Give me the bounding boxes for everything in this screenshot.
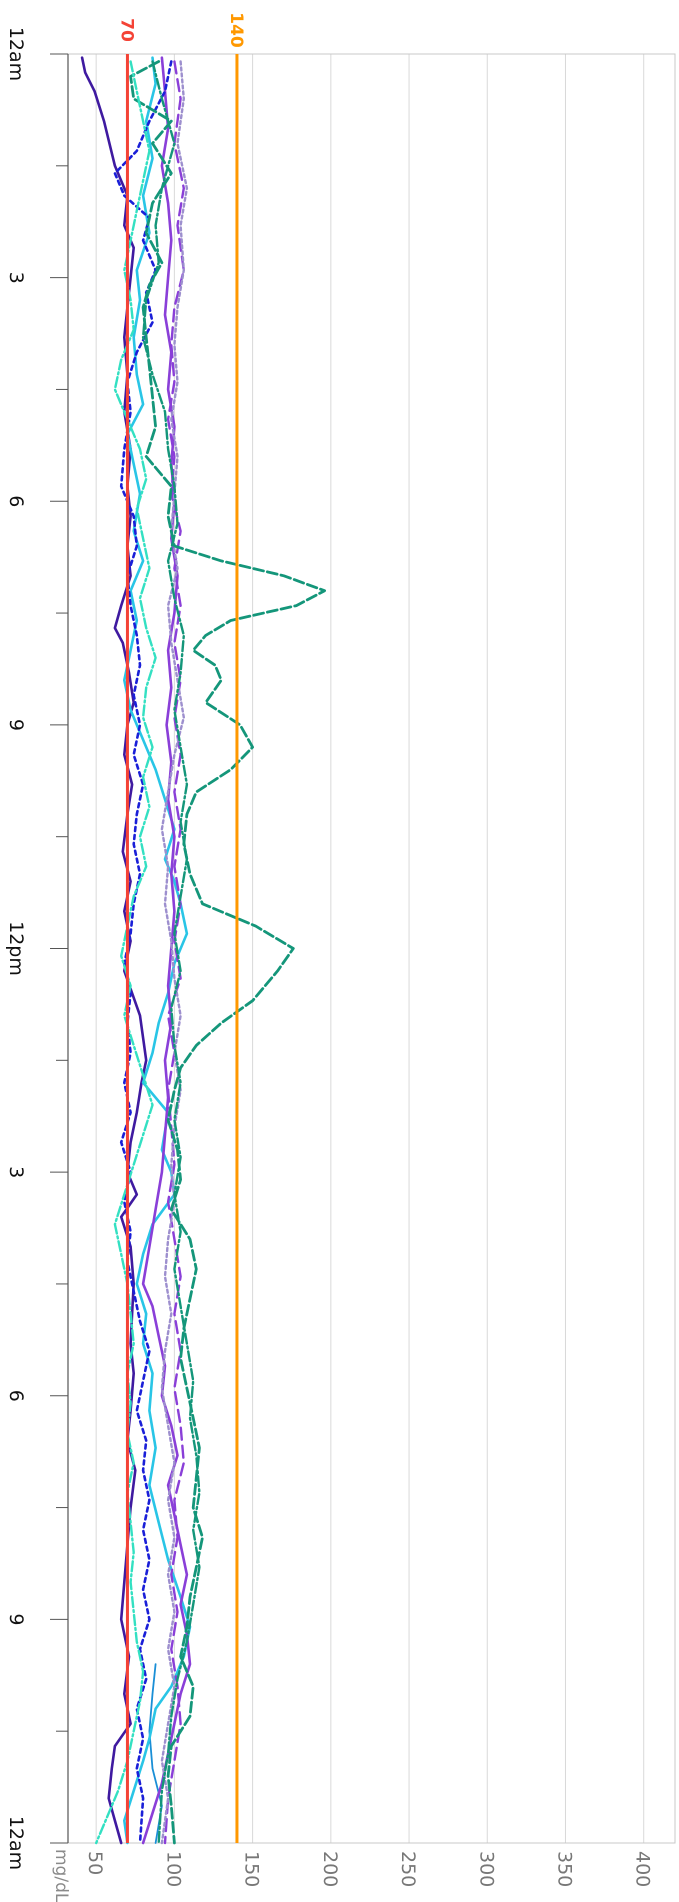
reference-label-140: 140 — [226, 12, 246, 48]
time-tick-label-7: 9 — [5, 1613, 27, 1625]
series-line-7 — [113, 60, 173, 1845]
series-line-5 — [163, 60, 185, 1845]
value-tick-label-100: 100 — [162, 1851, 184, 1887]
series-line-10 — [95, 60, 157, 1845]
time-tick-label-6: 6 — [5, 1390, 27, 1402]
value-tick-label-200: 200 — [319, 1851, 341, 1887]
series-line-9 — [141, 60, 201, 1845]
series-line-8 — [129, 60, 326, 1845]
value-tick-label-250: 250 — [397, 1851, 419, 1887]
series-line-6 — [160, 60, 189, 1845]
reference-lines — [125, 54, 239, 1843]
series-layer — [80, 56, 326, 1845]
axes — [50, 53, 69, 1844]
time-tick-label-4: 12pm — [5, 921, 27, 976]
value-tick-label-350: 350 — [553, 1851, 575, 1887]
series-line-4 — [141, 56, 192, 1845]
value-tick-label-300: 300 — [475, 1851, 497, 1887]
grid-layer — [67, 53, 676, 1844]
plot-frame — [67, 53, 676, 1844]
value-tick-label-400: 400 — [632, 1851, 654, 1887]
time-tick-label-1: 3 — [5, 272, 27, 284]
value-axis-unit-label: mg/dL — [51, 1849, 71, 1902]
reference-label-70: 70 — [116, 18, 136, 42]
time-tick-label-0: 12am — [5, 27, 27, 81]
time-tick-label-3: 9 — [5, 719, 27, 731]
time-tick-label-2: 6 — [5, 495, 27, 507]
time-tick-label-8: 12am — [5, 1816, 27, 1870]
labels: 70 140 12am 3 6 9 12pm 3 6 9 12am 50 100 150 200 250 300… — [5, 12, 654, 1902]
value-tick-label-50: 50 — [84, 1851, 106, 1875]
time-tick-label-5: 3 — [5, 1166, 27, 1178]
value-tick-label-150: 150 — [241, 1851, 263, 1887]
